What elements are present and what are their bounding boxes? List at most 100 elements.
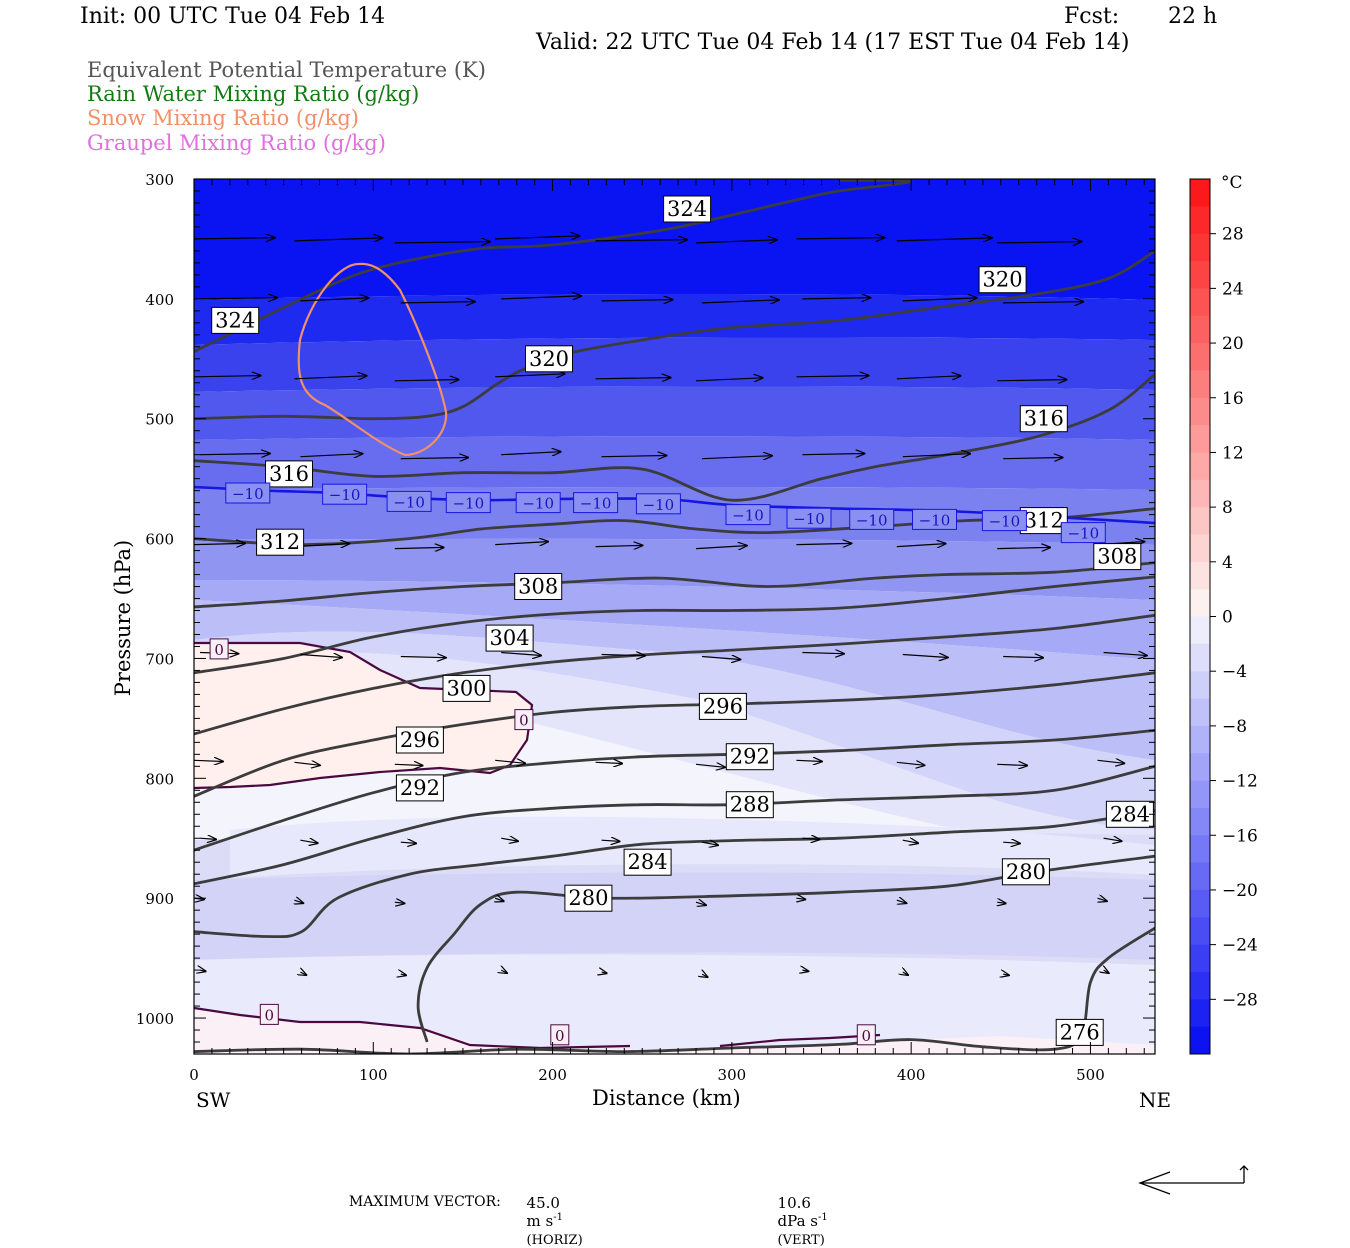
wind-vector: [701, 456, 772, 459]
x-axis-right-endpoint: NE: [1139, 1088, 1172, 1112]
x-tick-label: 500: [1076, 1066, 1105, 1084]
isotherm-label: −10: [919, 511, 951, 529]
wind-vector: [601, 300, 673, 301]
y-tick-label: 800: [145, 770, 174, 788]
colorbar-swatch: [1190, 452, 1210, 481]
colorbar-swatch: [1190, 725, 1210, 754]
colorbar-swatch: [1190, 917, 1210, 946]
colorbar-swatch: [1190, 835, 1210, 864]
wind-vector: [903, 972, 908, 975]
reference-vector-icon: [1138, 1165, 1249, 1195]
vert-unit: dPa s: [777, 1212, 818, 1230]
theta-e-label-box: [485, 624, 534, 652]
theta-e-contour-296: [194, 671, 1155, 798]
wind-vector: [896, 762, 925, 765]
wind-vector: [300, 298, 368, 301]
theta-e-label: 320: [529, 347, 569, 371]
theta-e-contour-300: [194, 613, 1155, 736]
colorbar-label: −28: [1222, 990, 1258, 1010]
theta-e-label-box: [265, 460, 313, 488]
wind-vector: [601, 840, 620, 841]
horizontal-vector-scale: 45.0 m s-1 (HORIZ): [517, 1176, 583, 1248]
colorbar-swatch: [1190, 425, 1210, 453]
wind-vector: [495, 760, 525, 763]
wind-vector: [796, 543, 851, 544]
zero-degree-contours: [194, 641, 881, 1050]
wind-vector: [896, 544, 946, 547]
theta-e-label: 324: [667, 197, 707, 221]
wind-vector: [400, 458, 468, 459]
wind-vector: [997, 547, 1050, 548]
colorbar-swatch: [1190, 971, 1210, 1000]
theta-e-contour-292: [194, 729, 1155, 852]
wind-vector: [695, 902, 706, 905]
wind-vector: [199, 838, 216, 839]
theta-e-label: 280: [568, 886, 608, 910]
x-tick-label: 100: [359, 1066, 388, 1084]
wind-vector: [501, 653, 541, 656]
y-tick-label: 600: [145, 531, 174, 549]
legend-graupel: Graupel Mixing Ratio (g/kg): [87, 131, 386, 155]
zero-contour-label: 0: [862, 1027, 872, 1045]
wind-vector: [796, 760, 822, 761]
wind-vector: [401, 974, 406, 975]
theta-e-label-box: [514, 573, 563, 600]
horiz-tag: (HORIZ): [526, 1233, 583, 1248]
isotherm-label-box: [981, 510, 1027, 532]
theta-e-label-box: [978, 266, 1027, 294]
wind-vector: [701, 657, 740, 660]
forecast-hours: 22 h: [1168, 4, 1218, 29]
y-axis-label: Pressure (hPa): [111, 539, 135, 697]
wind-vector: [601, 655, 645, 656]
colorbar-swatch: [1190, 397, 1210, 426]
theta-e-label-box: [564, 884, 613, 912]
snow-mixing-ratio-contour: [297, 262, 448, 457]
isotherm-label: −10: [522, 495, 554, 513]
colorbar-label: 4: [1222, 553, 1233, 573]
wind-vector: [796, 898, 805, 899]
wind-vector: [300, 454, 362, 457]
wind-vector: [1103, 838, 1122, 841]
wind-vector: [701, 842, 718, 845]
wind-vector: [1003, 974, 1009, 975]
y-tick-label: 900: [145, 890, 174, 908]
isotherm-label-box: [573, 492, 619, 514]
isotherm-label: −10: [580, 495, 612, 513]
colorbar-swatch: [1190, 671, 1210, 700]
x-axis-left-endpoint: SW: [196, 1088, 231, 1112]
wind-vector: [601, 456, 667, 457]
wind-vector: [501, 970, 507, 973]
wind-vector: [802, 970, 808, 971]
isotherm-label-box: [322, 483, 368, 505]
wind-vector: [595, 240, 687, 241]
isotherm-label-box: [1060, 522, 1106, 544]
colorbar-label: −16: [1222, 826, 1258, 846]
colorbar-label: 24: [1222, 279, 1244, 299]
wind-vector: [300, 972, 306, 975]
theta-e-label: 284: [628, 850, 668, 874]
theta-e-contour-320: [194, 249, 1155, 421]
isotherm-label: −10: [989, 513, 1021, 531]
theta-e-label-box: [1019, 507, 1068, 535]
theta-e-label: 312: [260, 530, 300, 554]
theta-e-label: 276: [1060, 1020, 1100, 1044]
theta-e-contour-284: [194, 809, 1155, 939]
zero-contour-label: 0: [265, 1006, 275, 1024]
wind-vector: [1104, 970, 1109, 973]
colorbar-swatch: [1190, 233, 1210, 262]
theta-e-label-box: [211, 306, 260, 334]
colorbar-swatch: [1190, 288, 1210, 317]
theta-e-label: 292: [730, 745, 770, 769]
colorbar-label: −20: [1222, 881, 1258, 901]
theta-e-label-box: [1093, 543, 1142, 571]
vert-exponent: -1: [817, 1212, 828, 1223]
wind-vector: [902, 655, 948, 658]
wind-vector: [997, 242, 1081, 243]
colorbar-label: 8: [1222, 498, 1233, 518]
zero-contour-label: 0: [555, 1027, 565, 1045]
wind-vector: [394, 380, 459, 381]
theta-e-label: 296: [400, 728, 440, 752]
zero-label-box: [550, 1024, 570, 1046]
colorbar-swatch: [1190, 561, 1210, 590]
wind-vector: [896, 376, 961, 379]
